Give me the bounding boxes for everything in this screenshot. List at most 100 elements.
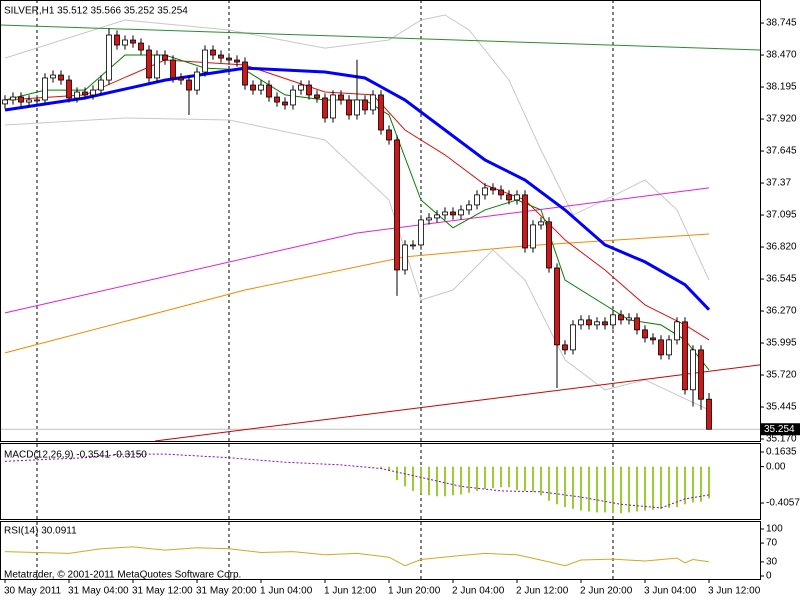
candle-body xyxy=(546,221,552,269)
histogram-bar xyxy=(492,466,494,489)
candle-body xyxy=(410,244,416,247)
candle-body xyxy=(114,34,120,46)
candle-body xyxy=(338,94,344,101)
x-tick-label: 1 Jun 04:00 xyxy=(260,586,313,597)
candle-body xyxy=(594,321,600,326)
candle-body xyxy=(178,77,184,81)
candle-body xyxy=(146,49,152,79)
x-tick-label: 2 Jun 04:00 xyxy=(452,586,505,597)
current-price-box xyxy=(760,423,800,436)
candle-body xyxy=(162,54,168,61)
candle-body xyxy=(242,61,248,86)
plot-layer: 38.745 38.470 38.195 37.920 37.645 37.37 37.09… xyxy=(0,14,800,597)
candle-body xyxy=(450,211,456,216)
y-tick-label: 100 xyxy=(766,524,783,535)
candle-body xyxy=(530,224,536,249)
histogram-bar xyxy=(684,466,686,505)
histogram-bar xyxy=(628,466,630,513)
histogram-bar xyxy=(508,466,510,488)
indicator-line xyxy=(4,59,710,341)
candle-body xyxy=(186,79,192,91)
candle-body xyxy=(234,59,240,63)
candle-body xyxy=(42,77,48,101)
candle-body xyxy=(634,317,640,331)
x-tick-label: 1 Jun 12:00 xyxy=(324,586,377,597)
macd-panel-frame xyxy=(0,443,761,520)
candle-body xyxy=(18,96,24,103)
histogram-bar xyxy=(588,466,590,512)
candle-body xyxy=(202,49,208,73)
y-tick-label: 37.095 xyxy=(766,210,797,221)
candle-body xyxy=(226,57,232,61)
candle-body xyxy=(482,187,488,196)
y-tick-label: 0 xyxy=(766,571,772,582)
histogram-bar xyxy=(476,466,478,491)
histogram-bar xyxy=(428,466,430,496)
candle-body xyxy=(562,344,568,351)
candle-body xyxy=(274,96,280,103)
histogram-bar xyxy=(604,466,606,513)
candle-body xyxy=(90,89,96,96)
candle-body xyxy=(522,194,528,249)
x-tick-label: 30 May 2011 xyxy=(4,586,62,597)
candle-body xyxy=(98,79,104,91)
candle-body xyxy=(442,211,448,216)
candle-body xyxy=(498,189,504,196)
signal-line xyxy=(4,453,710,509)
histogram-bar xyxy=(580,466,582,511)
candle-body xyxy=(322,97,328,119)
histogram-bar xyxy=(676,466,678,507)
histogram-bar xyxy=(668,466,670,508)
y-tick-label: 0.1635 xyxy=(766,447,797,458)
indicator-line xyxy=(4,66,711,311)
candle-body xyxy=(282,101,288,106)
copyright: Metatrader, © 2001-2011 MetaQuotes Softw… xyxy=(4,570,241,581)
histogram-bar xyxy=(444,466,446,497)
y-tick-label: 36.820 xyxy=(766,242,797,253)
candle-body xyxy=(706,398,712,430)
candle-body xyxy=(298,84,304,91)
histogram-bar xyxy=(524,466,526,491)
candle-body xyxy=(578,319,584,326)
price-panel-frame xyxy=(0,0,761,442)
indicator-line xyxy=(4,54,710,371)
candle-body xyxy=(458,209,464,216)
candle-body xyxy=(402,244,408,271)
candle-body xyxy=(690,349,696,391)
y-tick-label: 35.720 xyxy=(766,370,797,381)
histogram-bar xyxy=(548,466,550,501)
histogram-bar xyxy=(532,466,534,492)
candle-body xyxy=(10,96,16,101)
histogram-bar xyxy=(452,466,454,496)
candle-body xyxy=(218,54,224,59)
candle-body xyxy=(50,74,56,79)
x-tick-label: 31 May 20:00 xyxy=(196,586,257,597)
histogram-bar xyxy=(436,466,438,497)
candle-body xyxy=(506,194,512,201)
current-price-label: 35.254 xyxy=(764,424,795,435)
histogram-bar xyxy=(660,466,662,509)
histogram-bar xyxy=(460,466,462,495)
candle-body xyxy=(290,89,296,106)
histogram-bar xyxy=(412,466,414,491)
candle-body xyxy=(554,267,560,346)
candle-body xyxy=(466,204,472,211)
candle-body xyxy=(394,139,400,271)
candle-body xyxy=(378,94,384,131)
candle-body xyxy=(474,194,480,206)
candle-body xyxy=(330,94,336,119)
x-tick-label: 2 Jun 12:00 xyxy=(516,586,569,597)
candle-body xyxy=(370,94,376,111)
y-tick-label: 37.645 xyxy=(766,146,797,157)
rsi-panel-frame xyxy=(0,521,761,580)
x-tick-label: 31 May 12:00 xyxy=(132,586,193,597)
x-tick-label: 1 Jun 20:00 xyxy=(388,586,441,597)
candle-body xyxy=(674,321,680,341)
candle-body xyxy=(602,321,608,326)
chart-title: SILVER,H1 35.512 35.566 35.252 35.254 xyxy=(4,6,188,17)
candle-body xyxy=(346,99,352,116)
y-tick-label: 38.195 xyxy=(766,82,797,93)
candle-body xyxy=(58,74,64,81)
indicator-line xyxy=(154,364,760,441)
